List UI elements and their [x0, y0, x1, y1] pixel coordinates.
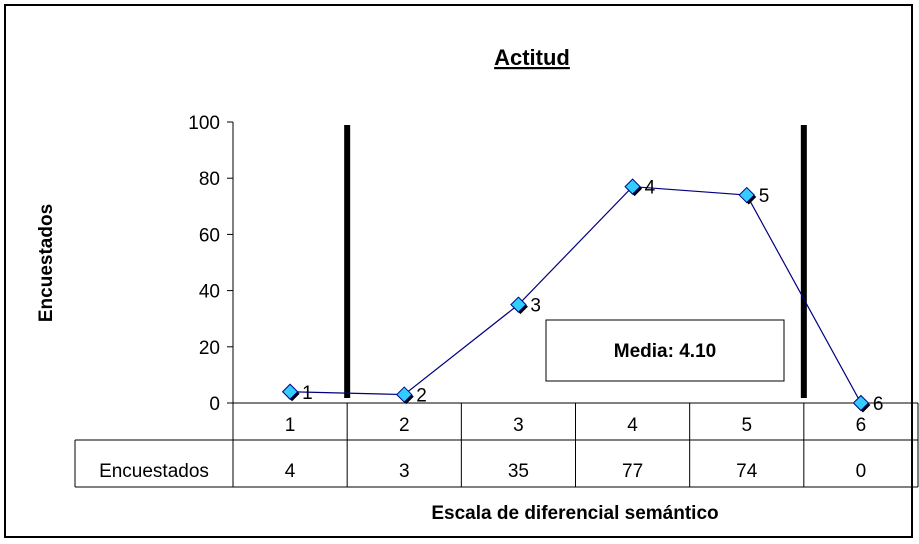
data-point [624, 178, 641, 195]
chart-title: Actitud [494, 45, 570, 70]
data-point [510, 296, 527, 313]
x-tick-label: 6 [856, 415, 867, 436]
table-row-header: Encuestados [99, 461, 209, 482]
series-line [290, 186, 862, 404]
y-tick-label: 100 [188, 113, 220, 134]
data-point-label: 5 [759, 186, 770, 207]
y-tick-label: 40 [199, 282, 220, 303]
annotation-box [545, 319, 785, 382]
table-value-cell: 0 [856, 461, 867, 482]
annotation-text: Media: 4.10 [614, 341, 716, 362]
table-value-cell: 4 [285, 461, 296, 482]
x-tick-label: 5 [741, 415, 752, 436]
y-tick-label: 20 [199, 338, 220, 359]
x-tick-label: 3 [513, 415, 524, 436]
y-axis-label: Encuestados [36, 204, 57, 322]
y-tick-label: 60 [199, 225, 220, 246]
chart-frame [4, 4, 913, 538]
data-point-label: 1 [302, 383, 313, 404]
data-point-label: 4 [645, 178, 656, 199]
y-tick-label: 0 [209, 394, 220, 415]
data-point-label: 6 [873, 394, 884, 415]
table-value-cell: 35 [508, 461, 529, 482]
data-point [738, 186, 755, 204]
data-point [852, 394, 870, 412]
y-tick-label: 80 [199, 169, 220, 190]
x-tick-label: 4 [627, 415, 638, 436]
x-tick-label: 2 [399, 415, 410, 436]
data-point [396, 386, 413, 403]
data-point-label: 3 [530, 296, 541, 317]
data-point [281, 383, 299, 400]
table-value-cell: 74 [736, 461, 758, 482]
x-axis-label: Escala de diferencial semántico [431, 503, 718, 524]
x-tick-label: 1 [285, 415, 296, 436]
table-value-cell: 77 [622, 461, 643, 482]
table-value-cell: 3 [399, 461, 410, 482]
data-point-label: 2 [416, 386, 427, 407]
